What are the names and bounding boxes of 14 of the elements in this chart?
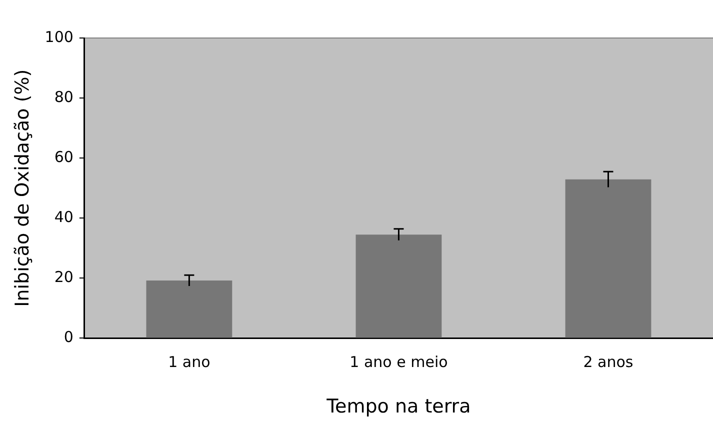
y-tick-label: 100 xyxy=(44,28,74,46)
y-tick-label: 20 xyxy=(54,268,74,286)
x-tick-label: 1 ano xyxy=(168,353,210,372)
y-tick-label: 80 xyxy=(54,88,74,106)
y-axis-title: Inibição de Oxidação (%) xyxy=(11,69,34,307)
y-tick-label: 0 xyxy=(64,328,74,346)
x-tick-label: 1 ano e meio xyxy=(350,353,448,372)
x-tick-label: 2 anos xyxy=(583,353,634,372)
bar xyxy=(146,280,232,338)
bar xyxy=(356,234,442,338)
bar xyxy=(565,179,652,338)
x-axis-title: Tempo na terra xyxy=(326,396,471,418)
y-tick-label: 60 xyxy=(54,148,74,166)
y-tick-label: 40 xyxy=(54,208,74,226)
